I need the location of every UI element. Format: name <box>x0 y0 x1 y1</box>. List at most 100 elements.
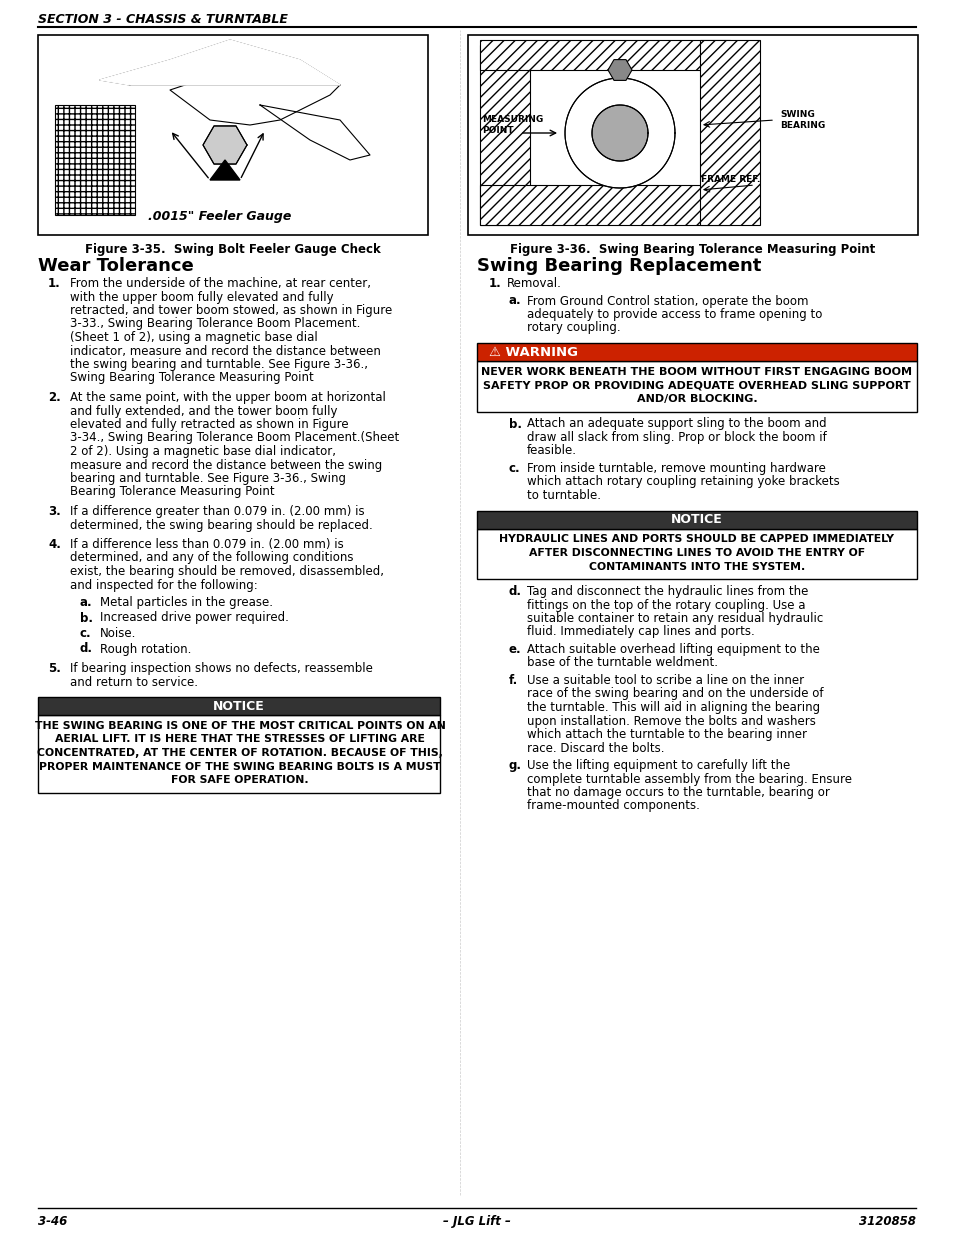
Text: CONTAMINANTS INTO THE SYSTEM.: CONTAMINANTS INTO THE SYSTEM. <box>588 562 804 572</box>
Text: e.: e. <box>509 643 521 656</box>
Text: race of the swing bearing and on the underside of: race of the swing bearing and on the und… <box>526 688 822 700</box>
Text: AERIAL LIFT. IT IS HERE THAT THE STRESSES OF LIFTING ARE: AERIAL LIFT. IT IS HERE THAT THE STRESSE… <box>55 735 424 745</box>
Text: From Ground Control station, operate the boom: From Ground Control station, operate the… <box>526 294 807 308</box>
Bar <box>468 35 917 235</box>
Text: d.: d. <box>80 642 92 656</box>
Text: base of the turntable weldment.: base of the turntable weldment. <box>526 657 718 669</box>
Text: .0015" Feeler Gauge: .0015" Feeler Gauge <box>148 210 292 224</box>
Text: If a difference less than 0.079 in. (2.00 mm) is: If a difference less than 0.079 in. (2.0… <box>70 538 343 551</box>
Text: a.: a. <box>509 294 521 308</box>
Text: and fully extended, and the tower boom fully: and fully extended, and the tower boom f… <box>70 405 337 417</box>
Text: with the upper boom fully elevated and fully: with the upper boom fully elevated and f… <box>70 290 334 304</box>
Text: d.: d. <box>509 585 521 598</box>
Text: that no damage occurs to the turntable, bearing or: that no damage occurs to the turntable, … <box>526 785 829 799</box>
Text: measure and record the distance between the swing: measure and record the distance between … <box>70 458 382 472</box>
Text: 1.: 1. <box>489 277 501 290</box>
Text: retracted, and tower boom stowed, as shown in Figure: retracted, and tower boom stowed, as sho… <box>70 304 392 317</box>
Text: determined, and any of the following conditions: determined, and any of the following con… <box>70 552 354 564</box>
Text: Attach an adequate support sling to the boom and: Attach an adequate support sling to the … <box>526 417 825 431</box>
Text: Swing Bearing Tolerance Measuring Point: Swing Bearing Tolerance Measuring Point <box>70 372 314 384</box>
Text: and return to service.: and return to service. <box>70 676 198 688</box>
Text: Tag and disconnect the hydraulic lines from the: Tag and disconnect the hydraulic lines f… <box>526 585 807 598</box>
Text: race. Discard the bolts.: race. Discard the bolts. <box>526 741 664 755</box>
Text: adequately to provide access to frame opening to: adequately to provide access to frame op… <box>526 308 821 321</box>
Polygon shape <box>592 105 647 161</box>
Text: a.: a. <box>80 597 92 609</box>
Text: At the same point, with the upper boom at horizontal: At the same point, with the upper boom a… <box>70 391 385 404</box>
Text: Removal.: Removal. <box>506 277 561 290</box>
Polygon shape <box>700 40 760 225</box>
Text: PROPER MAINTENANCE OF THE SWING BEARING BOLTS IS A MUST: PROPER MAINTENANCE OF THE SWING BEARING … <box>39 762 440 772</box>
Text: Use the lifting equipment to carefully lift the: Use the lifting equipment to carefully l… <box>526 760 789 772</box>
Bar <box>55 105 135 215</box>
Bar <box>38 697 439 715</box>
Polygon shape <box>210 161 240 180</box>
Text: b.: b. <box>509 417 521 431</box>
Text: fluid. Immediately cap lines and ports.: fluid. Immediately cap lines and ports. <box>526 625 754 638</box>
Text: 3.: 3. <box>48 505 61 517</box>
Text: From inside turntable, remove mounting hardware: From inside turntable, remove mounting h… <box>526 462 825 475</box>
Text: rotary coupling.: rotary coupling. <box>526 321 620 335</box>
Text: – JLG Lift –: – JLG Lift – <box>442 1215 511 1228</box>
Text: c.: c. <box>80 627 91 640</box>
Text: FOR SAFE OPERATION.: FOR SAFE OPERATION. <box>171 776 309 785</box>
Text: to turntable.: to turntable. <box>526 489 600 501</box>
Text: If bearing inspection shows no defects, reassemble: If bearing inspection shows no defects, … <box>70 662 373 676</box>
Text: 3-46: 3-46 <box>38 1215 67 1228</box>
Text: Swing Bearing Replacement: Swing Bearing Replacement <box>476 257 760 275</box>
Text: Increased drive power required.: Increased drive power required. <box>100 611 289 625</box>
Text: Use a suitable tool to scribe a line on the inner: Use a suitable tool to scribe a line on … <box>526 674 803 687</box>
Text: 4.: 4. <box>48 538 61 551</box>
Text: Wear Tolerance: Wear Tolerance <box>38 257 193 275</box>
Polygon shape <box>479 185 729 225</box>
Text: SAFETY PROP OR PROVIDING ADEQUATE OVERHEAD SLING SUPPORT: SAFETY PROP OR PROVIDING ADEQUATE OVERHE… <box>482 380 910 390</box>
Text: Figure 3-36.  Swing Bearing Tolerance Measuring Point: Figure 3-36. Swing Bearing Tolerance Mea… <box>510 243 875 256</box>
Polygon shape <box>100 40 339 85</box>
Text: draw all slack from sling. Prop or block the boom if: draw all slack from sling. Prop or block… <box>526 431 826 445</box>
Text: frame-mounted components.: frame-mounted components. <box>526 799 700 813</box>
Text: 3-33., Swing Bearing Tolerance Boom Placement.: 3-33., Swing Bearing Tolerance Boom Plac… <box>70 317 360 331</box>
Text: Figure 3-35.  Swing Bolt Feeler Gauge Check: Figure 3-35. Swing Bolt Feeler Gauge Che… <box>85 243 380 256</box>
Text: FRAME REF.: FRAME REF. <box>700 175 760 184</box>
Bar <box>476 343 916 361</box>
Text: NOTICE: NOTICE <box>213 699 265 713</box>
Text: HYDRAULIC LINES AND PORTS SHOULD BE CAPPED IMMEDIATELY: HYDRAULIC LINES AND PORTS SHOULD BE CAPP… <box>499 535 894 545</box>
Bar <box>476 510 916 529</box>
Polygon shape <box>607 59 631 80</box>
Text: 2 of 2). Using a magnetic base dial indicator,: 2 of 2). Using a magnetic base dial indi… <box>70 445 335 458</box>
Text: (Sheet 1 of 2), using a magnetic base dial: (Sheet 1 of 2), using a magnetic base di… <box>70 331 317 345</box>
Text: SECTION 3 - CHASSIS & TURNTABLE: SECTION 3 - CHASSIS & TURNTABLE <box>38 14 288 26</box>
Text: feasible.: feasible. <box>526 445 577 457</box>
Text: Noise.: Noise. <box>100 627 136 640</box>
Text: NOTICE: NOTICE <box>670 513 722 526</box>
Text: 1.: 1. <box>48 277 61 290</box>
Text: 2.: 2. <box>48 391 61 404</box>
Text: AND/OR BLOCKING.: AND/OR BLOCKING. <box>636 394 757 404</box>
Text: which attach rotary coupling retaining yoke brackets: which attach rotary coupling retaining y… <box>526 475 839 489</box>
Text: MEASURING
POINT: MEASURING POINT <box>481 115 542 135</box>
Text: THE SWING BEARING IS ONE OF THE MOST CRITICAL POINTS ON AN: THE SWING BEARING IS ONE OF THE MOST CRI… <box>34 721 445 731</box>
Text: Attach suitable overhead lifting equipment to the: Attach suitable overhead lifting equipme… <box>526 643 819 656</box>
Text: 3120858: 3120858 <box>859 1215 915 1228</box>
Text: Metal particles in the grease.: Metal particles in the grease. <box>100 597 273 609</box>
Text: SWING
BEARING: SWING BEARING <box>780 110 824 130</box>
Bar <box>476 361 916 411</box>
Text: determined, the swing bearing should be replaced.: determined, the swing bearing should be … <box>70 519 373 531</box>
Text: indicator, measure and record the distance between: indicator, measure and record the distan… <box>70 345 380 357</box>
Bar <box>38 715 439 793</box>
Text: 5.: 5. <box>48 662 61 676</box>
Text: g.: g. <box>509 760 521 772</box>
Polygon shape <box>564 78 675 188</box>
Text: f.: f. <box>509 674 517 687</box>
Text: CONCENTRATED, AT THE CENTER OF ROTATION. BECAUSE OF THIS,: CONCENTRATED, AT THE CENTER OF ROTATION.… <box>37 748 442 758</box>
Text: If a difference greater than 0.079 in. (2.00 mm) is: If a difference greater than 0.079 in. (… <box>70 505 364 517</box>
Text: ⚠ WARNING: ⚠ WARNING <box>489 346 578 358</box>
Text: c.: c. <box>509 462 520 475</box>
Text: the swing bearing and turntable. See Figure 3-36.,: the swing bearing and turntable. See Fig… <box>70 358 368 370</box>
Text: Bearing Tolerance Measuring Point: Bearing Tolerance Measuring Point <box>70 485 274 499</box>
Text: NEVER WORK BENEATH THE BOOM WITHOUT FIRST ENGAGING BOOM: NEVER WORK BENEATH THE BOOM WITHOUT FIRS… <box>481 367 911 377</box>
Text: exist, the bearing should be removed, disassembled,: exist, the bearing should be removed, di… <box>70 564 384 578</box>
Bar <box>476 529 916 579</box>
Text: Rough rotation.: Rough rotation. <box>100 642 192 656</box>
Text: bearing and turntable. See Figure 3-36., Swing: bearing and turntable. See Figure 3-36.,… <box>70 472 346 485</box>
